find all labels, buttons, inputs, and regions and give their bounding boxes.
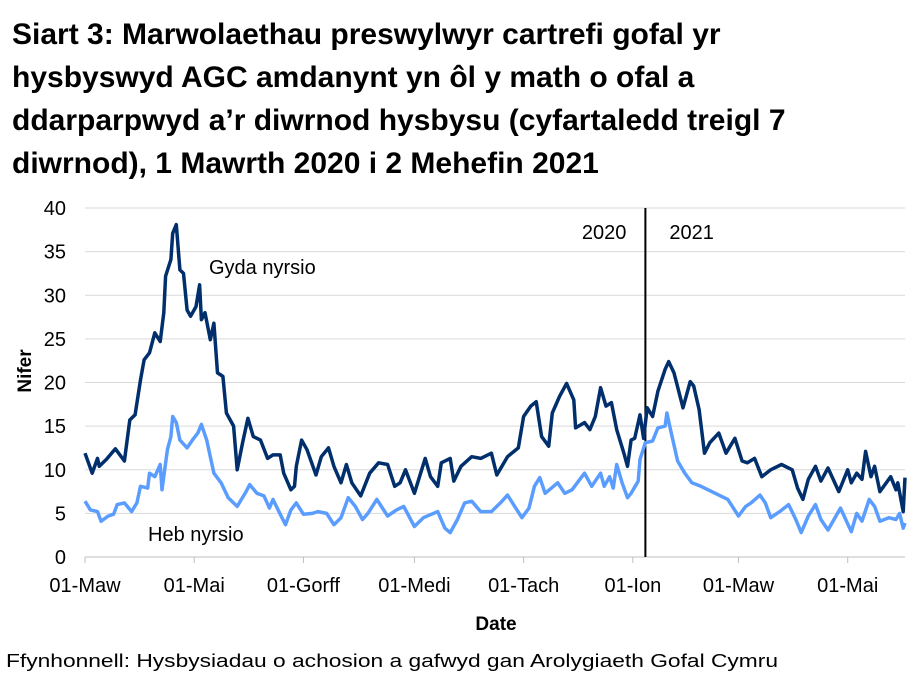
chart-title: Siart 3: Marwolaethau preswylwyr cartref… xyxy=(12,18,786,180)
y-tick-label: 10 xyxy=(44,460,66,482)
series-line-heb-nyrsio xyxy=(83,411,907,535)
x-tick-label: 01-Maw xyxy=(703,575,775,597)
y-tick-label: 25 xyxy=(44,329,66,351)
year-divider: 2020 2021 xyxy=(582,208,714,557)
source-note: Ffynhonnell: Hysbysiadau o achosion a ga… xyxy=(6,651,778,671)
x-axis-label: Date xyxy=(475,614,516,635)
year-label-2021: 2021 xyxy=(669,222,714,244)
x-tick-label: 01-Gorff xyxy=(267,575,340,597)
x-tick-label: 01-Maw xyxy=(49,575,121,597)
x-tick-label: 01-Medi xyxy=(378,575,450,597)
y-tick-label: 15 xyxy=(44,416,66,438)
y-axis-ticks: 0 5 10 15 20 25 30 35 40 xyxy=(44,198,66,569)
y-tick-label: 35 xyxy=(44,242,66,264)
title-line-4: diwrnod), 1 Mawrth 2020 i 2 Mehefin 2021 xyxy=(12,147,599,180)
x-tick-label: 01-Ion xyxy=(605,575,662,597)
y-tick-label: 40 xyxy=(44,198,66,220)
x-tick-label: 01-Mai xyxy=(817,575,878,597)
y-axis-label: Nifer xyxy=(15,349,36,393)
y-tick-label: 20 xyxy=(44,373,66,395)
series-label-gyda-nyrsio: Gyda nyrsio xyxy=(209,257,316,279)
y-tick-label: 30 xyxy=(44,285,66,307)
title-line-1: Siart 3: Marwolaethau preswylwyr cartref… xyxy=(12,18,721,51)
x-tick-label: 01-Tach xyxy=(488,575,559,597)
title-line-2: hysbyswyd AGC amdanynt yn ôl y math o of… xyxy=(12,61,695,94)
x-tick-label: 01-Mai xyxy=(164,575,225,597)
title-line-3: ddarparpwyd a’r diwrnod hysbysu (cyfarta… xyxy=(12,104,786,137)
series-lines xyxy=(83,222,907,535)
x-axis-ticks: 01-Maw 01-Mai 01-Gorff 01-Medi 01-Tach 01-Ion… xyxy=(49,557,878,597)
year-label-2020: 2020 xyxy=(582,222,627,244)
y-tick-label: 5 xyxy=(55,503,66,525)
series-line-gyda-nyrsio xyxy=(83,222,907,514)
gridlines xyxy=(85,207,905,558)
series-label-heb-nyrsio: Heb nyrsio xyxy=(148,524,244,546)
y-tick-label: 0 xyxy=(55,547,66,569)
